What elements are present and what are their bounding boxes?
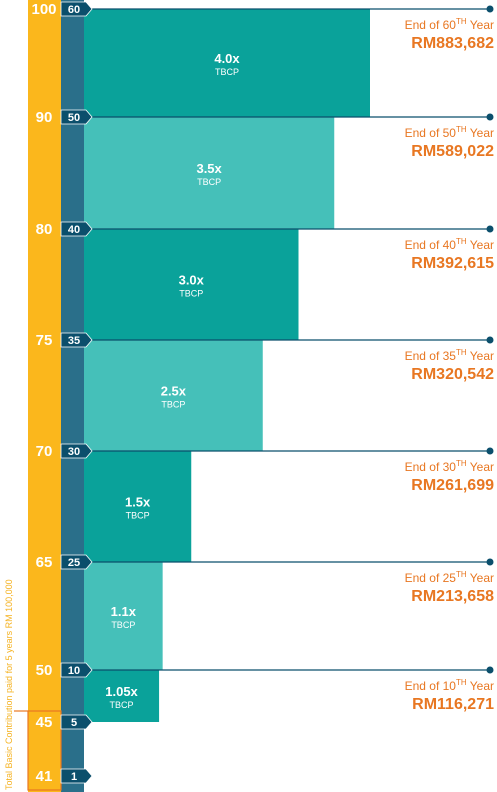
- row-dot-50: [486, 113, 494, 121]
- row-dot-10: [486, 666, 494, 674]
- bar-multiplier-40: 3.0x: [179, 273, 205, 288]
- year-tag-50: [60, 109, 93, 125]
- age-label-65: 65: [36, 554, 53, 571]
- bracket-box: [27, 710, 62, 791]
- amount-label-30: RM261,699: [411, 477, 494, 494]
- bar-10: [84, 670, 160, 722]
- bar-tbcp-10: TBCP: [110, 700, 134, 710]
- bar-60: [84, 9, 370, 117]
- year-tag-label-60: 60: [68, 4, 80, 16]
- bar-35: [84, 340, 263, 451]
- bar-50: [84, 117, 335, 229]
- bar-multiplier-35: 2.5x: [161, 384, 187, 399]
- year-tag-label-5: 5: [71, 717, 77, 729]
- year-tag-30: [60, 443, 93, 459]
- year-tag-label-50: 50: [68, 112, 80, 124]
- year-strip: [61, 0, 84, 792]
- age-label-45: 45: [36, 714, 53, 731]
- row-dot-35: [486, 336, 494, 344]
- bar-tbcp-50: TBCP: [197, 177, 221, 187]
- year-tag-label-1: 1: [71, 771, 77, 783]
- age-label-41: 41: [36, 768, 53, 785]
- bar-multiplier-30: 1.5x: [125, 495, 151, 510]
- strips: [14, 0, 84, 792]
- amount-label-10: RM116,271: [412, 696, 494, 713]
- year-tag-25: [60, 554, 93, 570]
- row-dot-60: [486, 5, 494, 13]
- bar-40: [84, 229, 299, 340]
- side-note: Total Basic Contribution paid for 5 year…: [4, 579, 14, 790]
- amount-label-60: RM883,682: [411, 35, 494, 52]
- bar-multiplier-10: 1.05x: [105, 684, 138, 699]
- bar-30: [84, 451, 192, 562]
- bar-tbcp-60: TBCP: [215, 67, 239, 77]
- bar-tbcp-30: TBCP: [126, 511, 150, 521]
- end-label-50: End of 50TH Year: [405, 125, 494, 140]
- end-label-35: End of 35TH Year: [405, 348, 494, 363]
- amount-label-35: RM320,542: [411, 366, 494, 383]
- year-tag-label-35: 35: [68, 335, 80, 347]
- amount-label-40: RM392,615: [411, 255, 494, 272]
- bar-tbcp-40: TBCP: [179, 289, 203, 299]
- age-label-70: 70: [36, 443, 53, 460]
- labels: End of 60TH Year RM883,682 End of 50TH Yea…: [405, 17, 495, 713]
- end-label-40: End of 40TH Year: [405, 237, 494, 252]
- age-label-75: 75: [36, 332, 53, 349]
- bar-25: [84, 562, 163, 670]
- bar-multiplier-50: 3.5x: [196, 161, 222, 176]
- lines: [84, 5, 494, 674]
- age-label-50: 50: [36, 662, 53, 679]
- bar-tbcp-25: TBCP: [111, 620, 135, 630]
- year-tag-label-40: 40: [68, 224, 80, 236]
- year-tag-35: [60, 332, 93, 348]
- year-tag-10: [60, 662, 93, 678]
- age-strip: [28, 0, 61, 792]
- age-label-90: 90: [36, 109, 53, 126]
- year-tag-5: [60, 714, 93, 730]
- age-label-80: 80: [36, 221, 53, 238]
- year-tag-label-10: 10: [68, 665, 80, 677]
- age-label-100: 100: [31, 1, 56, 18]
- year-tag-label-25: 25: [68, 557, 80, 569]
- bar-multiplier-60: 4.0x: [214, 51, 240, 66]
- end-label-25: End of 25TH Year: [405, 570, 494, 585]
- row-dot-40: [486, 225, 494, 233]
- end-label-10: End of 10TH Year: [405, 678, 494, 693]
- bar-multiplier-25: 1.1x: [111, 604, 137, 619]
- amount-label-25: RM213,658: [411, 588, 494, 605]
- bars: 4.0xTBCP3.5xTBCP3.0xTBCP2.5xTBCP1.5xTBCP…: [84, 9, 370, 722]
- row-dot-25: [486, 558, 494, 566]
- row-dot-30: [486, 447, 494, 455]
- end-label-60: End of 60TH Year: [405, 17, 494, 32]
- tags: 60 100 50 90 40 80 35 75 30 70 25 65 10 50 5 45 1 41: [31, 1, 93, 785]
- year-tag-1: [60, 768, 93, 784]
- year-tag-40: [60, 221, 93, 237]
- bar-tbcp-35: TBCP: [161, 400, 185, 410]
- end-label-30: End of 30TH Year: [405, 459, 494, 474]
- year-tag-label-30: 30: [68, 446, 80, 458]
- amount-label-50: RM589,022: [411, 143, 494, 160]
- year-tag-60: [60, 1, 93, 17]
